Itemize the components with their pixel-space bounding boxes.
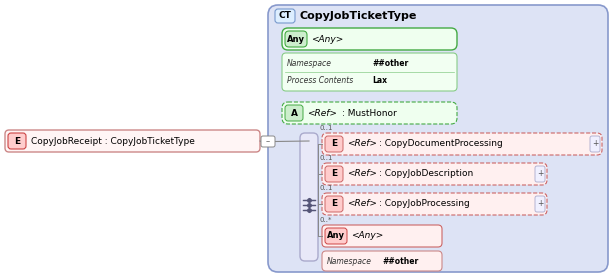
FancyBboxPatch shape [535,166,545,182]
FancyBboxPatch shape [322,193,547,215]
Text: –: – [266,137,270,146]
FancyBboxPatch shape [322,163,547,185]
Text: Process Contents: Process Contents [287,76,353,85]
Text: E: E [331,140,337,148]
Text: +: + [537,199,543,209]
FancyBboxPatch shape [535,196,545,212]
Text: CopyJobReceipt : CopyJobTicketType: CopyJobReceipt : CopyJobTicketType [31,137,195,145]
Text: : MustHonor: : MustHonor [342,109,397,117]
FancyBboxPatch shape [322,251,442,271]
FancyBboxPatch shape [325,166,343,182]
FancyBboxPatch shape [261,136,275,147]
Text: 0..1: 0..1 [320,125,333,131]
Text: ##other: ##other [372,59,408,68]
FancyBboxPatch shape [282,28,457,50]
Text: E: E [331,170,337,178]
Text: : CopyJobDescription: : CopyJobDescription [379,170,473,178]
FancyBboxPatch shape [325,196,343,212]
Text: A: A [290,109,298,117]
FancyBboxPatch shape [268,5,608,272]
Text: <Any>: <Any> [351,232,383,240]
FancyBboxPatch shape [325,228,347,244]
Text: +: + [592,140,598,148]
FancyBboxPatch shape [322,225,442,247]
Text: E: E [14,137,20,145]
FancyBboxPatch shape [285,31,307,47]
FancyBboxPatch shape [300,133,318,261]
Text: CT: CT [279,12,292,20]
Text: 0..*: 0..* [320,217,332,223]
Text: ##other: ##other [382,257,418,265]
FancyBboxPatch shape [282,102,457,124]
Text: E: E [331,199,337,209]
Text: <Ref>: <Ref> [307,109,337,117]
Text: <Ref>: <Ref> [347,170,377,178]
Text: <Any>: <Any> [311,35,343,43]
FancyBboxPatch shape [590,136,600,152]
Text: +: + [537,170,543,178]
Text: <Ref>: <Ref> [347,140,377,148]
FancyBboxPatch shape [325,136,343,152]
Text: CopyJobTicketType: CopyJobTicketType [299,11,416,21]
Text: Namespace: Namespace [327,257,372,265]
Text: Lax: Lax [372,76,387,85]
FancyBboxPatch shape [322,133,602,155]
FancyBboxPatch shape [275,9,295,23]
FancyBboxPatch shape [8,133,26,149]
Text: Any: Any [287,35,305,43]
Text: : CopyJobProcessing: : CopyJobProcessing [379,199,470,209]
FancyBboxPatch shape [285,105,303,121]
Text: 0..1: 0..1 [320,185,333,191]
FancyBboxPatch shape [282,53,457,91]
Text: <Ref>: <Ref> [347,199,377,209]
FancyBboxPatch shape [5,130,260,152]
Text: 0..1: 0..1 [320,155,333,161]
Text: : CopyDocumentProcessing: : CopyDocumentProcessing [379,140,503,148]
Text: Namespace: Namespace [287,59,332,68]
Text: Any: Any [327,232,345,240]
